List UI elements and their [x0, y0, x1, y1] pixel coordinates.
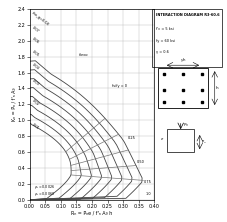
Text: γ = 0.6: γ = 0.6: [156, 50, 168, 54]
Text: INTERACTION DIAGRAM R3-60.6: INTERACTION DIAGRAM R3-60.6: [156, 14, 219, 18]
Text: $P_n$: $P_n$: [183, 122, 189, 129]
Text: 0.07: 0.07: [31, 26, 40, 34]
Text: f'c = 5 ksi: f'c = 5 ksi: [156, 27, 173, 31]
Bar: [158, 68, 208, 108]
Text: 0.50: 0.50: [137, 160, 145, 164]
Text: $\gamma$h: $\gamma$h: [180, 56, 186, 64]
Text: 0.02: 0.02: [31, 99, 40, 107]
Text: $f_{smax}$: $f_{smax}$: [78, 51, 89, 59]
Text: fy = 60 ksi: fy = 60 ksi: [156, 39, 175, 43]
Text: h: h: [216, 86, 219, 90]
Text: 0.75: 0.75: [143, 180, 151, 184]
Text: $P_n$: $P_n$: [201, 138, 207, 146]
Text: 0.05: 0.05: [31, 50, 40, 57]
Text: 0.03: 0.03: [31, 79, 40, 87]
Text: 0.04: 0.04: [31, 63, 40, 71]
Text: $\rho_t$ = 0.0060: $\rho_t$ = 0.0060: [34, 190, 55, 198]
Text: 1.0: 1.0: [146, 192, 151, 196]
Text: 0.06: 0.06: [31, 37, 40, 45]
Bar: [167, 129, 194, 152]
Text: 0.25: 0.25: [128, 136, 136, 140]
Text: e: e: [160, 137, 163, 141]
Text: rho_g=0.08: rho_g=0.08: [31, 10, 50, 26]
Text: $\rho_t$ = 0.0026: $\rho_t$ = 0.0026: [34, 183, 55, 191]
X-axis label: Rₙ = Pₙe / f'ₙ A₉ h: Rₙ = Pₙe / f'ₙ A₉ h: [71, 210, 113, 215]
Y-axis label: Kₙ = Pₙ / f'ₙ A₉: Kₙ = Pₙ / f'ₙ A₉: [11, 88, 16, 121]
Text: fs/fy = 0: fs/fy = 0: [112, 84, 127, 88]
Text: 0.01: 0.01: [31, 123, 40, 131]
